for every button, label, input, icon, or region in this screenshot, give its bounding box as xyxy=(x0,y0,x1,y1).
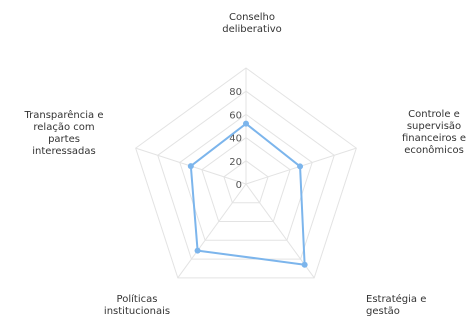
grid-ring-20 xyxy=(223,160,269,204)
category-label-line: gestão xyxy=(366,306,400,317)
category-label-line: financeiros e xyxy=(402,133,466,144)
data-point-0 xyxy=(243,120,249,127)
grid-ring-80 xyxy=(157,90,335,260)
grid-spoke-3 xyxy=(177,183,247,279)
category-label-line: Controle e xyxy=(408,109,460,120)
category-label-line: relação com xyxy=(33,122,94,133)
tick-label-20: 20 xyxy=(229,157,242,168)
category-label-line: econômicos xyxy=(404,144,464,156)
category-label-line: Estratégia e xyxy=(366,293,426,305)
category-label-line: deliberativo xyxy=(222,24,282,35)
data-point-4 xyxy=(187,163,194,170)
category-label-line: Políticas xyxy=(117,293,158,305)
tick-label-0: 0 xyxy=(236,180,242,191)
category-label-line: Transparência e xyxy=(23,109,103,121)
category-label-line: partes xyxy=(48,134,80,145)
grid-layer xyxy=(135,67,357,279)
data-point-3 xyxy=(194,247,201,254)
category-label-line: institucionais xyxy=(104,306,170,317)
series-layer xyxy=(187,120,308,268)
grid-ring-40 xyxy=(201,136,291,223)
category-label-4: Transparência e relação com partes interess… xyxy=(23,109,103,157)
data-point-1 xyxy=(297,163,304,170)
category-label-line: Conselho xyxy=(229,12,275,23)
category-label-line: supervisão xyxy=(407,121,461,132)
tick-label-60: 60 xyxy=(229,110,242,121)
data-point-2 xyxy=(301,261,308,268)
tick-label-40: 40 xyxy=(229,134,242,145)
category-labels: Conselho deliberativo Controle e supervisão… xyxy=(23,12,466,317)
grid-ring-60 xyxy=(179,113,313,241)
series-line-0 xyxy=(189,122,306,266)
spoke-layer xyxy=(135,68,357,279)
tick-label-80: 80 xyxy=(229,87,242,98)
category-label-1: Controle e supervisão financeiros e econômi… xyxy=(402,109,466,156)
grid-ring-100 xyxy=(135,67,357,279)
category-label-line: interessadas xyxy=(32,146,95,157)
grid-spoke-2 xyxy=(245,183,315,279)
tick-labels: 0 20 40 60 80 xyxy=(229,87,242,191)
category-label-2: Estratégia e gestão xyxy=(366,293,426,317)
category-label-0: Conselho deliberativo xyxy=(222,12,282,35)
category-label-3: Políticas institucionais xyxy=(104,293,170,317)
